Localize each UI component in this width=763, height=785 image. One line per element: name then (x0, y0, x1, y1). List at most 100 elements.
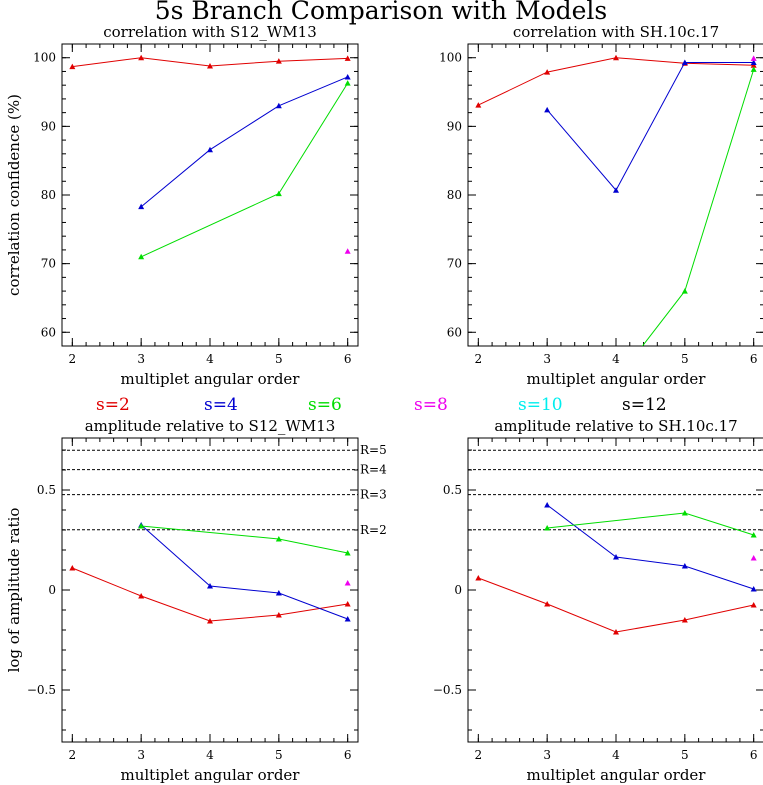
panel-title: correlation with SH.10c.17 (513, 23, 719, 41)
panel-title: correlation with S12_WM13 (103, 23, 317, 41)
x-tick-label: 6 (750, 352, 758, 366)
x-axis-label: multiplet angular order (121, 370, 301, 388)
y-tick-label: 80 (41, 188, 56, 202)
data-point-s2 (750, 602, 757, 608)
x-tick-label: 3 (137, 352, 145, 366)
panel-title: amplitude relative to S12_WM13 (85, 417, 336, 435)
legend-entry: s=6 (308, 395, 342, 415)
reference-line-label: R=3 (360, 488, 387, 502)
x-tick-label: 3 (137, 748, 145, 762)
series-line-s6 (140, 82, 349, 258)
data-point-s2 (207, 618, 213, 624)
y-tick-label: 100 (439, 51, 462, 65)
axes-frame (61, 437, 359, 743)
data-point-s4 (207, 146, 213, 153)
x-tick-label: 6 (344, 352, 352, 366)
x-tick-label: 3 (543, 352, 551, 366)
chart-panel: correlation with S12_WM13 2 3 4 5 6 60 70 80 90 10… (5, 23, 359, 388)
data-point-s2 (275, 612, 282, 618)
x-tick-label: 5 (275, 748, 283, 762)
data-point-s2 (681, 617, 688, 623)
data-point-s2 (207, 62, 213, 69)
figure-title: 5s Branch Comparison with Models (155, 0, 608, 25)
y-axis-label: correlation confidence (%) (5, 94, 23, 296)
x-tick-label: 5 (681, 748, 689, 762)
x-tick-label: 4 (612, 748, 620, 762)
data-point-s4 (344, 73, 351, 80)
y-tick-label: −0.5 (27, 683, 56, 697)
legend-entry: s=12 (622, 395, 667, 415)
series-group (69, 54, 351, 260)
series-line-s4 (140, 524, 348, 620)
series-group (69, 522, 351, 624)
x-axis-label: multiplet angular order (527, 766, 707, 784)
data-point-s2 (138, 593, 145, 599)
x-tick-label: 6 (344, 748, 352, 762)
data-point-s2 (544, 601, 551, 607)
data-point-s8 (750, 555, 757, 561)
data-point-s4 (207, 583, 213, 589)
x-axis-label: multiplet angular order (527, 370, 707, 388)
series-group (475, 502, 757, 635)
reference-line-label: R=2 (360, 523, 387, 537)
data-point-s2 (69, 63, 76, 70)
legend-entry: s=2 (96, 395, 130, 415)
data-point-s2 (613, 54, 619, 61)
y-tick-label: 70 (41, 257, 56, 271)
data-point-s6 (544, 525, 551, 531)
data-point-s2 (544, 69, 551, 75)
legend-entry: s=10 (518, 395, 563, 415)
data-point-s6 (681, 288, 688, 294)
data-point-s2 (69, 565, 76, 571)
series-line-s4 (140, 76, 348, 208)
data-point-s2 (138, 54, 145, 61)
chart-panel: amplitude relative to SH.10c.17 2 3 4 5 6 −0.5… (433, 417, 763, 784)
data-point-s2 (475, 575, 482, 581)
y-tick-label: 90 (41, 119, 56, 133)
series-line-s6 (547, 512, 754, 536)
x-tick-label: 2 (69, 352, 77, 366)
data-point-s4 (275, 590, 282, 596)
data-point-s6 (750, 532, 757, 538)
data-point-s2 (475, 102, 482, 108)
data-point-s2 (344, 601, 351, 607)
data-point-s4 (544, 106, 551, 113)
data-point-s4 (613, 187, 619, 193)
y-tick-label: 60 (447, 325, 462, 339)
chart-panel: amplitude relative to S12_WM13 2 3 4 5 6 −0.5 0… (5, 417, 387, 784)
data-point-s2 (344, 55, 351, 61)
data-point-s4 (344, 616, 351, 622)
data-point-s8 (750, 55, 757, 61)
data-point-s6 (344, 80, 351, 86)
y-tick-label: 100 (33, 51, 56, 65)
data-point-s4 (138, 203, 145, 210)
chart-panel: correlation with SH.10c.17 2 3 4 5 6 60 70 80 90 1… (439, 23, 763, 388)
y-tick-label: 70 (447, 257, 462, 271)
data-point-s6 (138, 523, 145, 529)
x-tick-label: 2 (475, 748, 483, 762)
y-tick-label: −0.5 (433, 683, 462, 697)
data-point-s8 (344, 248, 351, 254)
x-tick-label: 4 (612, 352, 620, 366)
y-axis-label: log of amplitude ratio (5, 508, 23, 673)
y-tick-label: 80 (447, 188, 462, 202)
reference-line-label: R=4 (360, 463, 387, 477)
series-line-s4 (546, 504, 754, 590)
data-point-s6 (138, 253, 145, 260)
y-tick-label: 0 (454, 583, 462, 597)
x-tick-label: 2 (475, 352, 483, 366)
reference-line-label: R=5 (360, 443, 387, 457)
x-tick-label: 3 (543, 748, 551, 762)
legend-entry: s=8 (414, 395, 448, 415)
y-tick-label: 0.5 (37, 483, 56, 497)
y-tick-label: 60 (41, 325, 56, 339)
data-point-s4 (750, 59, 757, 66)
data-point-s4 (681, 59, 688, 66)
x-tick-label: 5 (681, 352, 689, 366)
series-line-s2 (72, 567, 348, 622)
x-tick-label: 4 (206, 748, 214, 762)
legend-entry: s=4 (204, 395, 238, 415)
legend: s=2 s=4 s=6 s=8 s=10 s=12 (96, 395, 667, 415)
data-point-s4 (613, 554, 619, 560)
data-point-s4 (681, 563, 688, 569)
